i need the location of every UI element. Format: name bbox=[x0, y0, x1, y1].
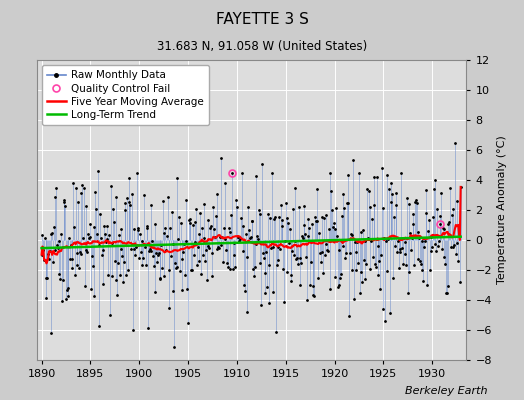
Text: FAYETTE 3 S: FAYETTE 3 S bbox=[215, 12, 309, 27]
Legend: Raw Monthly Data, Quality Control Fail, Five Year Moving Average, Long-Term Tren: Raw Monthly Data, Quality Control Fail, … bbox=[42, 65, 209, 125]
Y-axis label: Temperature Anomaly (°C): Temperature Anomaly (°C) bbox=[497, 136, 507, 284]
Text: 31.683 N, 91.058 W (United States): 31.683 N, 91.058 W (United States) bbox=[157, 40, 367, 53]
Text: Berkeley Earth: Berkeley Earth bbox=[405, 386, 487, 396]
